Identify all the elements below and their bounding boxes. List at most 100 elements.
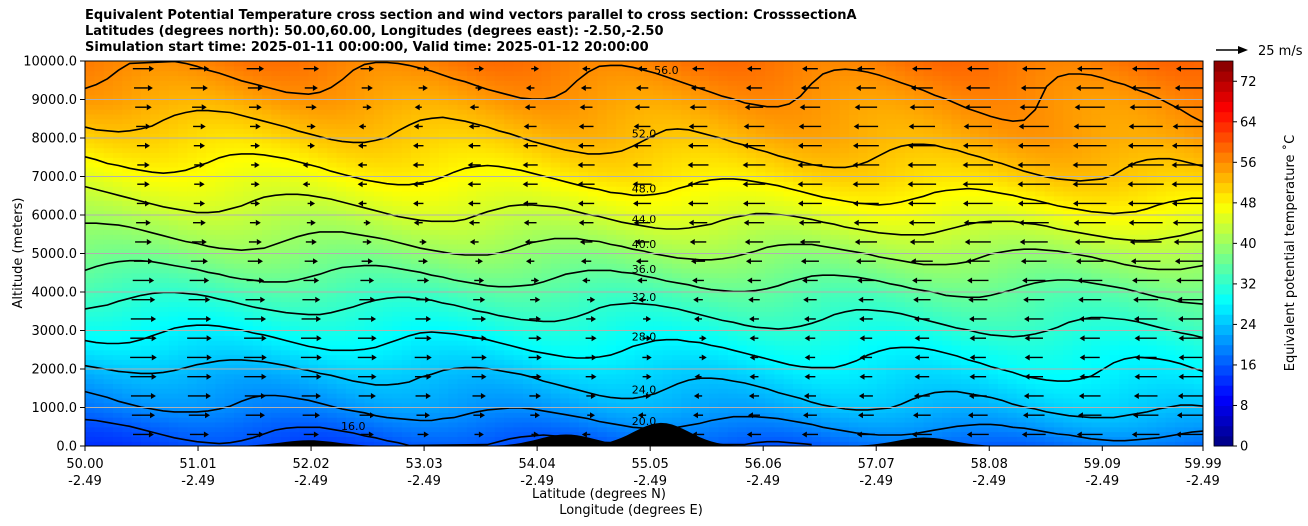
field-cell bbox=[224, 378, 235, 385]
field-cell bbox=[420, 210, 431, 216]
field-cell bbox=[392, 200, 403, 206]
field-cell bbox=[94, 128, 105, 134]
field-cell bbox=[401, 277, 412, 283]
field-cell bbox=[653, 234, 664, 240]
field-cell bbox=[159, 171, 170, 178]
field-cell bbox=[280, 272, 291, 279]
field-cell bbox=[336, 186, 347, 192]
field-cell bbox=[606, 195, 617, 202]
field-cell bbox=[280, 426, 291, 433]
field-cell bbox=[187, 364, 198, 370]
field-cell bbox=[187, 80, 198, 86]
field-cell bbox=[634, 70, 645, 77]
field-cell bbox=[411, 75, 421, 81]
field-cell bbox=[625, 61, 636, 67]
field-cell bbox=[150, 234, 161, 240]
field-cell bbox=[494, 287, 505, 293]
field-cell bbox=[140, 234, 151, 240]
field-cell bbox=[448, 171, 459, 178]
field-cell bbox=[345, 287, 356, 293]
field-cell bbox=[206, 282, 217, 288]
field-cell bbox=[550, 248, 561, 255]
field-cell bbox=[187, 195, 198, 202]
field-cell bbox=[234, 65, 244, 72]
field-cell bbox=[224, 359, 235, 365]
field-cell bbox=[280, 171, 291, 178]
field-cell bbox=[569, 402, 580, 409]
field-cell bbox=[345, 344, 356, 351]
field-cell bbox=[597, 195, 608, 202]
field-cell bbox=[103, 426, 114, 433]
field-cell bbox=[327, 311, 338, 317]
field-cell bbox=[308, 215, 319, 221]
field-cell bbox=[401, 224, 412, 231]
field-cell bbox=[327, 147, 338, 154]
field-cell bbox=[420, 287, 431, 293]
field-cell bbox=[485, 253, 496, 259]
field-cell bbox=[504, 426, 515, 433]
field-cell bbox=[85, 258, 95, 264]
field-cell bbox=[252, 359, 263, 365]
field-cell bbox=[140, 138, 151, 144]
field-cell bbox=[299, 219, 310, 226]
field-cell bbox=[401, 157, 412, 163]
field-cell bbox=[159, 128, 170, 134]
field-cell bbox=[327, 320, 338, 327]
field-cell bbox=[653, 412, 664, 418]
field-cell bbox=[494, 301, 505, 308]
field-cell bbox=[439, 397, 449, 404]
field-cell bbox=[383, 277, 394, 283]
field-cell bbox=[541, 248, 552, 255]
field-cell bbox=[401, 421, 412, 428]
field-cell bbox=[299, 349, 310, 356]
field-cell bbox=[448, 190, 459, 197]
field-cell bbox=[541, 75, 552, 81]
field-cell bbox=[178, 157, 189, 163]
field-cell bbox=[522, 267, 533, 274]
field-cell bbox=[280, 287, 291, 293]
field-cell bbox=[429, 277, 440, 283]
field-cell bbox=[289, 215, 300, 221]
field-cell bbox=[522, 349, 533, 356]
field-cell bbox=[364, 229, 375, 235]
field-cell bbox=[364, 272, 375, 279]
field-cell bbox=[345, 243, 356, 250]
field-cell bbox=[336, 99, 347, 105]
field-cell bbox=[327, 138, 338, 144]
field-cell bbox=[420, 138, 431, 144]
field-cell bbox=[532, 402, 543, 409]
field-cell bbox=[317, 162, 328, 168]
field-cell bbox=[383, 94, 394, 101]
field-cell bbox=[308, 109, 319, 115]
field-cell bbox=[336, 407, 347, 413]
field-cell bbox=[429, 118, 440, 125]
field-cell bbox=[392, 369, 403, 375]
field-cell bbox=[112, 388, 123, 394]
field-cell bbox=[616, 142, 626, 149]
field-cell bbox=[122, 109, 133, 115]
field-cell bbox=[196, 397, 207, 404]
field-cell bbox=[485, 224, 496, 231]
field-cell bbox=[234, 359, 244, 365]
field-cell bbox=[373, 157, 384, 163]
field-cell bbox=[345, 426, 356, 433]
field-cell bbox=[606, 162, 617, 168]
field-cell bbox=[541, 147, 552, 154]
field-cell bbox=[494, 70, 505, 77]
field-cell bbox=[94, 205, 105, 211]
field-cell bbox=[494, 61, 505, 67]
field-cell bbox=[280, 186, 291, 192]
field-cell bbox=[271, 109, 282, 115]
field-cell bbox=[578, 407, 589, 413]
field-cell bbox=[196, 109, 207, 115]
field-cell bbox=[383, 229, 394, 235]
field-cell bbox=[550, 123, 561, 129]
field-cell bbox=[215, 138, 226, 144]
field-cell bbox=[439, 65, 449, 72]
field-cell bbox=[85, 195, 95, 202]
field-cell bbox=[308, 190, 319, 197]
field-cell bbox=[476, 224, 487, 231]
field-cell bbox=[364, 123, 375, 129]
field-cell bbox=[317, 393, 328, 399]
field-cell bbox=[522, 152, 533, 158]
